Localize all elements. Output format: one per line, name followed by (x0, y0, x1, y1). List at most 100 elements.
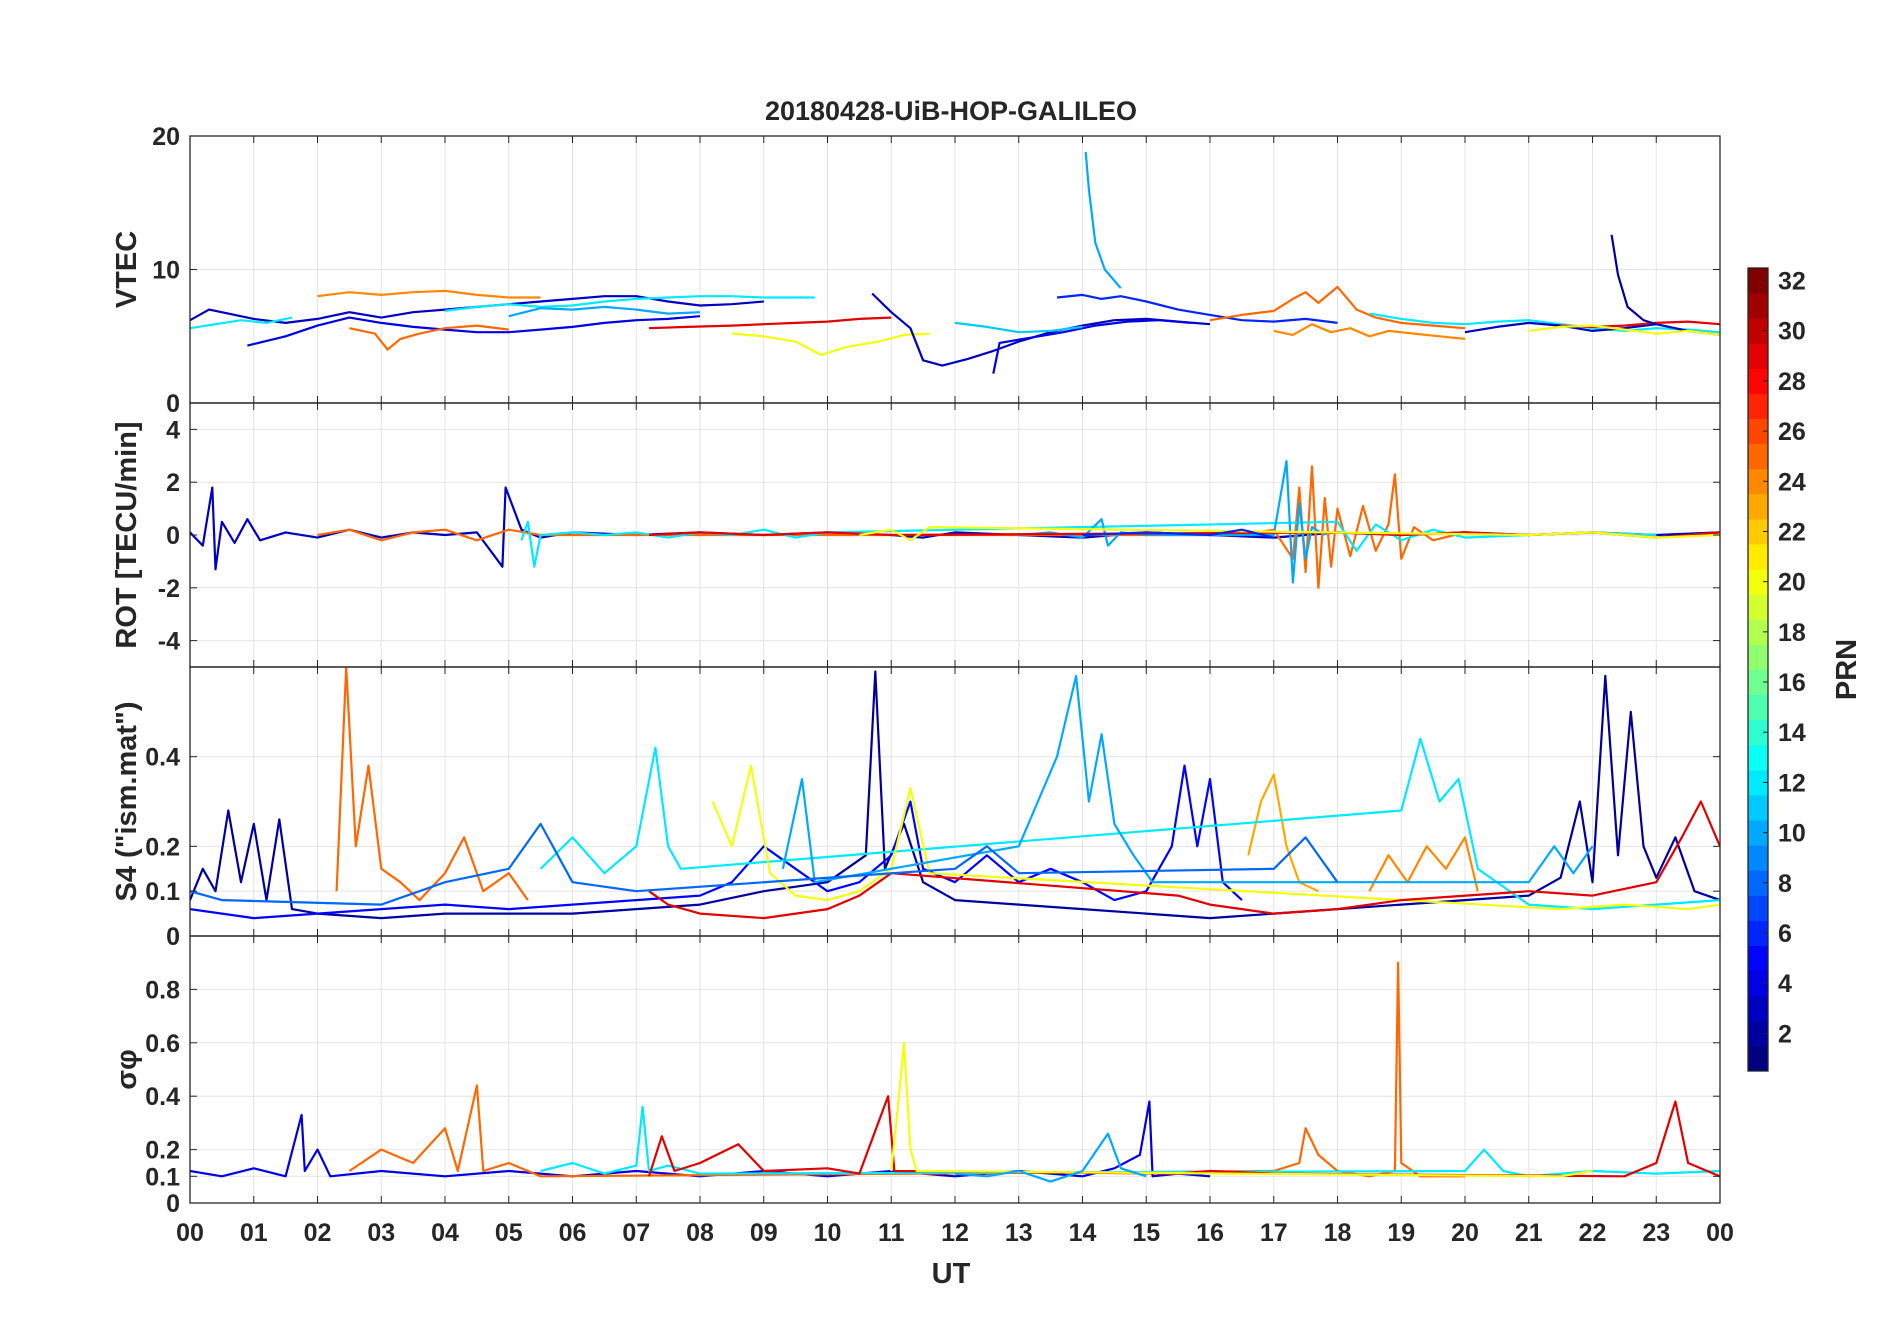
vtec-series-prn-24 (317, 289, 541, 299)
rot-y-tick-label: -2 (158, 575, 180, 603)
colorbar-segment (1748, 970, 1768, 997)
colorbar-tick-label: 16 (1778, 669, 1806, 697)
sigma-phi-series-prn-12 (540, 1105, 1720, 1178)
colorbar-tick-label: 30 (1778, 318, 1806, 346)
sigma-phi-series-group (190, 961, 1720, 1183)
colorbar-segment (1748, 343, 1768, 369)
x-tick-label: 00 (176, 1219, 204, 1247)
colorbar-tick-label: 12 (1778, 769, 1806, 797)
x-tick-label: 10 (814, 1219, 842, 1247)
colorbar-segment (1748, 920, 1768, 947)
colorbar-tick-label: 6 (1778, 920, 1792, 948)
x-tick-label: 23 (1642, 1219, 1670, 1247)
s4-series-prn-12 (539, 737, 1720, 911)
colorbar-segment (1748, 493, 1768, 520)
x-tick-label: 00 (1706, 1219, 1734, 1247)
colorbar-segment (1748, 694, 1768, 721)
x-tick-label: 22 (1579, 1219, 1607, 1247)
rot-y-label: ROT [TECU/min] (111, 421, 143, 648)
x-axis-label: UT (932, 1258, 971, 1290)
x-tick-label: 07 (622, 1219, 650, 1247)
sigma-phi-y-tick-label: 0.1 (145, 1163, 180, 1191)
sigma-phi-y-tick-label: 0.8 (145, 976, 180, 1004)
colorbar-segment (1748, 468, 1768, 495)
s4-series-prn-23 (1247, 773, 1319, 893)
x-tick-label: 09 (750, 1219, 778, 1247)
colorbar-segment (1748, 995, 1768, 1022)
rot-series-prn-25 (317, 465, 1497, 589)
x-tick-label: 20 (1451, 1219, 1479, 1247)
colorbar-tick-label: 32 (1778, 268, 1806, 296)
colorbar-tick-label: 4 (1778, 970, 1792, 998)
x-tick-label: 13 (1005, 1219, 1033, 1247)
colorbar-segment (1748, 669, 1768, 696)
sigma-phi-series-prn-10 (954, 1132, 1147, 1183)
vtec-series-prn-25 (1209, 285, 1466, 330)
colorbar-segment (1748, 368, 1768, 394)
colorbar-segment (1748, 293, 1768, 319)
vtec-y-tick-label: 0 (166, 390, 180, 418)
s4-series-prn-10 (781, 674, 1594, 884)
colorbar-segment (1748, 794, 1768, 821)
vtec-y-tick-label: 20 (152, 123, 180, 151)
colorbar-segment (1748, 895, 1768, 921)
vtec-panel: 0 10 20 VTEC (111, 123, 1721, 418)
vtec-series-prn-12 (1369, 312, 1720, 334)
colorbar-segment (1748, 418, 1768, 445)
colorbar-tick-label: 8 (1778, 870, 1792, 898)
colorbar-segment (1748, 518, 1768, 545)
vtec-series-prn-10 (508, 305, 701, 318)
sigma-phi-series-prn-25 (348, 961, 1465, 1178)
vtec-series-prn-3 (1464, 321, 1720, 336)
colorbar-segment (1748, 569, 1768, 595)
vtec-series-prn-12 (190, 316, 293, 330)
s4-panel: 0 0.1 0.2 0.4S4 ("ism.mat") (111, 666, 1721, 951)
colorbar-segment (1748, 719, 1768, 746)
x-tick-label: 19 (1387, 1219, 1415, 1247)
x-tick-label: 21 (1515, 1219, 1543, 1247)
x-axis-ticks: 00 01 02 03 04 05 06 07 08 09 10 11 12 13 14 15 16 17 18 19… (176, 1219, 1734, 1247)
colorbar-tick-label: 18 (1778, 619, 1806, 647)
rot-y-tick-label: -4 (158, 628, 180, 656)
x-tick-label: 15 (1132, 1219, 1160, 1247)
x-tick-label: 18 (1324, 1219, 1352, 1247)
colorbar-segment (1748, 443, 1768, 470)
colorbar-segment (1748, 820, 1768, 846)
sigma-phi-series-prn-4 (190, 1100, 1211, 1178)
s4-series-prn-25 (335, 667, 529, 902)
sigma-phi-y-tick-label: 0.4 (145, 1083, 180, 1111)
colorbar-tick-label: 20 (1778, 569, 1806, 597)
vtec-series-prn-29 (648, 316, 892, 330)
colorbar-segment (1748, 744, 1768, 771)
vtec-series-prn-20 (731, 332, 930, 356)
colorbar-segment (1748, 1020, 1768, 1047)
colorbar-tick-label: 10 (1778, 820, 1806, 848)
s4-y-tick-label: 0.2 (145, 833, 180, 861)
x-tick-label: 14 (1069, 1219, 1097, 1247)
s4-series-prn-20 (711, 764, 1720, 911)
colorbar-segment (1748, 619, 1768, 645)
x-tick-label: 12 (941, 1219, 969, 1247)
x-tick-label: 01 (240, 1219, 268, 1247)
sigma-phi-y-tick-label: 0 (166, 1190, 180, 1218)
colorbar-segment (1748, 644, 1768, 670)
rot-y-tick-label: 0 (166, 522, 180, 550)
colorbar-segment (1748, 268, 1768, 294)
chart-title: 20180428-UiB-HOP-GALILEO (765, 96, 1137, 126)
x-tick-label: 02 (304, 1219, 332, 1247)
sigma-phi-y-tick-label: 0.2 (145, 1137, 180, 1165)
vtec-series-prn-12 (444, 295, 815, 312)
colorbar-tick-label: 14 (1778, 719, 1806, 747)
x-tick-label: 03 (367, 1219, 395, 1247)
vtec-series-prn-25 (349, 324, 509, 351)
rot-series-group (190, 460, 1720, 589)
sigma-phi-y-tick-label: 0.6 (145, 1030, 180, 1058)
s4-y-tick-label: 0 (166, 923, 180, 951)
sigma-phi-series-prn-29 (647, 1095, 1720, 1178)
colorbar-segment (1748, 945, 1768, 972)
colorbar-segment (1748, 1045, 1768, 1072)
vtec-series-prn-4 (247, 315, 701, 347)
